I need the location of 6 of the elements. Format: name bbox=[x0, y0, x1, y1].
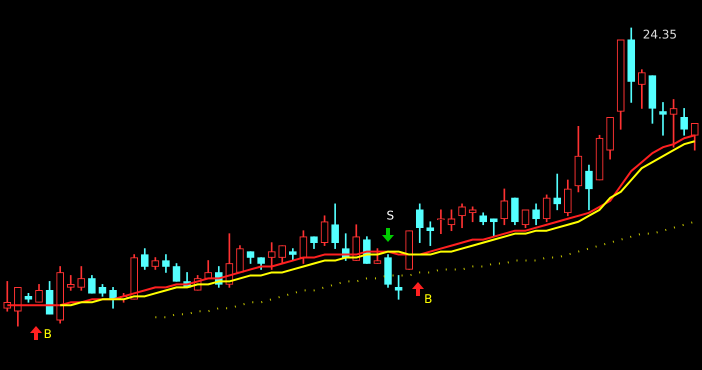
text: B bbox=[44, 326, 52, 341]
candlestick bbox=[659, 102, 667, 136]
annotation: B bbox=[424, 292, 432, 306]
annotation: S bbox=[386, 208, 394, 223]
annotation: 24.35 bbox=[642, 27, 678, 42]
candlestick bbox=[670, 99, 678, 148]
